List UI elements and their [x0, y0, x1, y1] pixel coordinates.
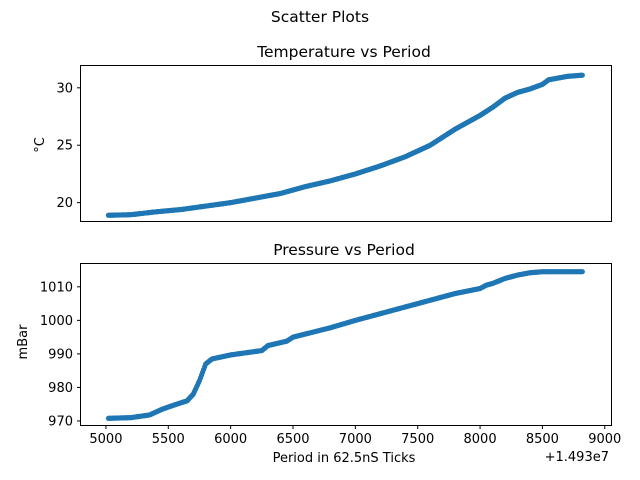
- data-point: [579, 72, 585, 78]
- y-tick-label: 1000: [40, 314, 73, 329]
- x-tick-label: 7500: [401, 432, 434, 447]
- pressure-y-label: mBar: [16, 324, 31, 360]
- pressure-x-label: Period in 62.5nS Ticks: [273, 451, 416, 466]
- y-tick-label: 1010: [40, 280, 73, 295]
- x-tick-label: 6500: [276, 432, 309, 447]
- x-tick-label: 9000: [588, 432, 621, 447]
- pressure-axes: Pressure vs Period mBar Period in 62.5nS…: [16, 241, 621, 466]
- x-tick-label: 8500: [526, 432, 559, 447]
- temperature-axes-title: Temperature vs Period: [256, 43, 431, 61]
- x-tick-label: 5500: [152, 432, 185, 447]
- pressure-axes-title: Pressure vs Period: [273, 241, 415, 259]
- pressure-plot-frame: [80, 263, 612, 426]
- temperature-axes: Temperature vs Period °C 20 25 30: [33, 43, 612, 222]
- x-tick-label: 8000: [464, 432, 497, 447]
- temperature-plot-frame: [80, 65, 612, 222]
- y-tick-label: 990: [48, 347, 73, 362]
- y-tick-label: 25: [56, 139, 73, 154]
- pressure-x-ticks: 5000 5500 6000 6500 7000 7500 8000 8500 9000: [89, 425, 621, 447]
- temperature-series: [105, 72, 585, 218]
- pressure-y-ticks: 970 980 990 1000 1010: [40, 280, 81, 429]
- x-tick-label: 7000: [339, 432, 372, 447]
- temperature-y-ticks: 20 25 30: [56, 81, 81, 211]
- x-tick-label: 5000: [89, 432, 122, 447]
- temperature-y-label: °C: [33, 137, 48, 153]
- x-offset-label: +1.493e7: [545, 450, 609, 465]
- y-tick-label: 20: [56, 196, 73, 211]
- figure-title: Scatter Plots: [271, 8, 369, 26]
- y-tick-label: 30: [56, 81, 73, 96]
- pressure-series: [105, 269, 585, 421]
- y-tick-label: 970: [48, 414, 73, 429]
- x-tick-label: 6000: [214, 432, 247, 447]
- y-tick-label: 980: [48, 381, 73, 396]
- data-point: [579, 269, 585, 275]
